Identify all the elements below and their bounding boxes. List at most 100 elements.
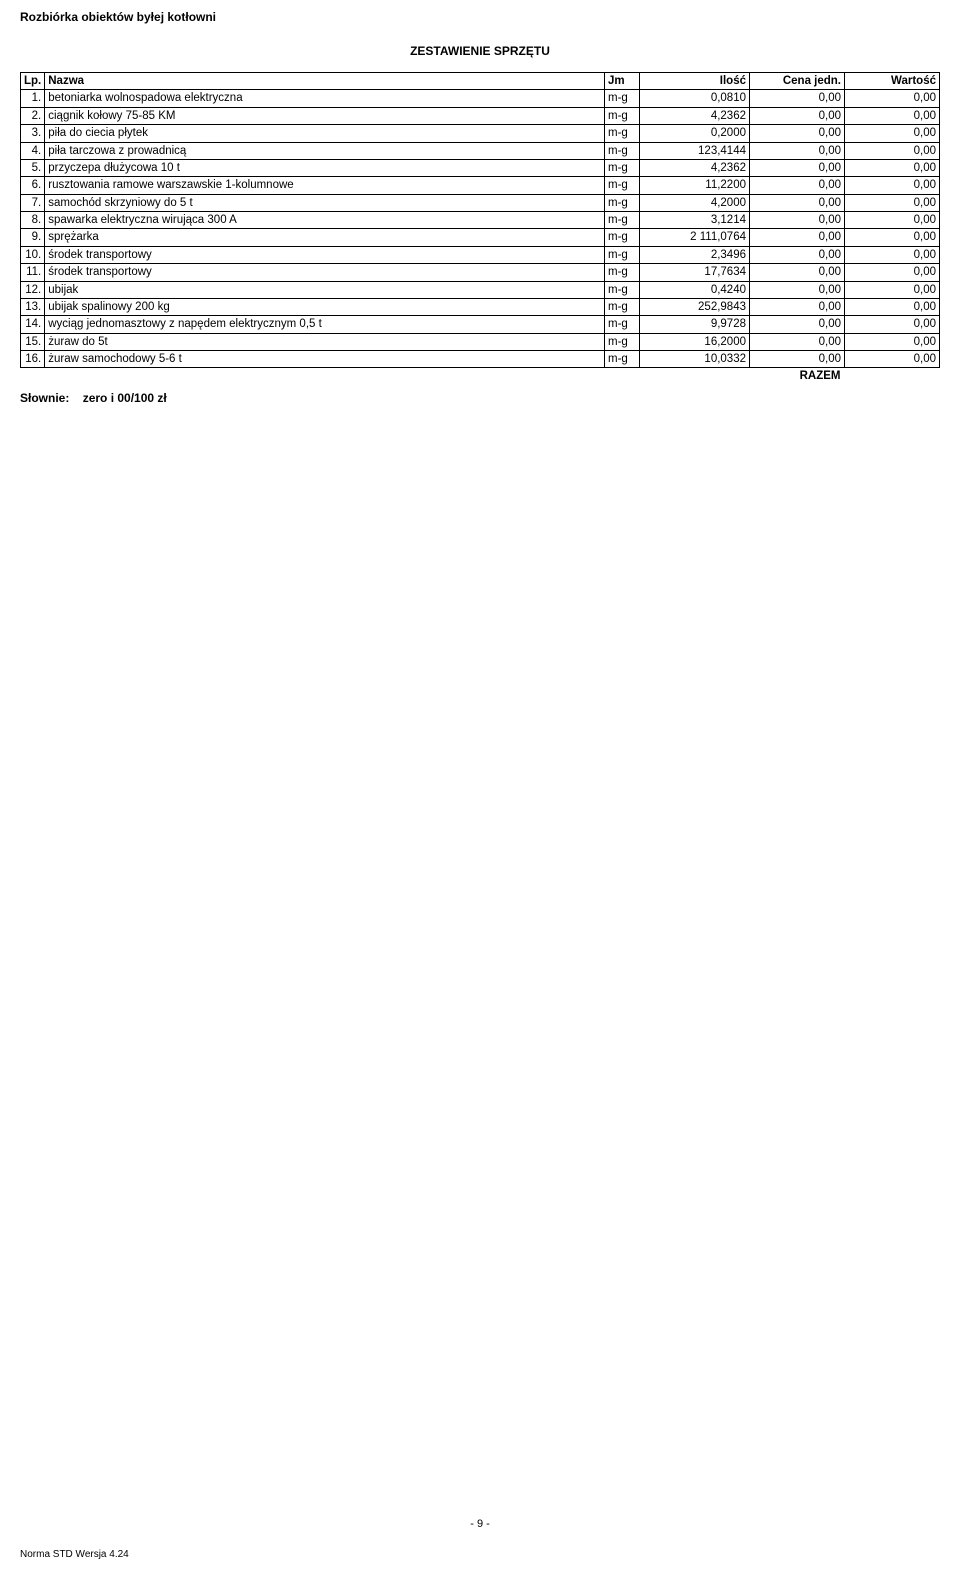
cell-unit: 0,00	[750, 298, 845, 315]
cell-lp: 13.	[21, 298, 45, 315]
cell-jm: m-g	[605, 125, 640, 142]
cell-qty: 252,9843	[640, 298, 750, 315]
table-row: 15.żuraw do 5tm-g16,20000,000,00	[21, 333, 940, 350]
cell-jm: m-g	[605, 194, 640, 211]
cell-jm: m-g	[605, 298, 640, 315]
cell-jm: m-g	[605, 333, 640, 350]
summary-line: Słownie: zero i 00/100 zł	[20, 391, 940, 405]
cell-unit: 0,00	[750, 246, 845, 263]
cell-qty: 11,2200	[640, 177, 750, 194]
table-row: 4.piła tarczowa z prowadnicąm-g123,41440…	[21, 142, 940, 159]
col-header-name: Nazwa	[45, 73, 605, 90]
razem-label: RAZEM	[750, 368, 845, 385]
cell-val: 0,00	[845, 298, 940, 315]
cell-qty: 0,2000	[640, 125, 750, 142]
cell-lp: 11.	[21, 264, 45, 281]
cell-lp: 5.	[21, 159, 45, 176]
document-title: ZESTAWIENIE SPRZĘTU	[20, 44, 940, 58]
cell-unit: 0,00	[750, 333, 845, 350]
table-row: 3.piła do ciecia płytekm-g0,20000,000,00	[21, 125, 940, 142]
cell-val: 0,00	[845, 264, 940, 281]
cell-jm: m-g	[605, 107, 640, 124]
col-header-jm: Jm	[605, 73, 640, 90]
cell-name: żuraw samochodowy 5-6 t	[45, 351, 605, 368]
table-row: 13.ubijak spalinowy 200 kgm-g252,98430,0…	[21, 298, 940, 315]
cell-qty: 16,2000	[640, 333, 750, 350]
cell-jm: m-g	[605, 159, 640, 176]
cell-name: sprężarka	[45, 229, 605, 246]
cell-lp: 3.	[21, 125, 45, 142]
cell-val: 0,00	[845, 316, 940, 333]
cell-name: rusztowania ramowe warszawskie 1-kolumno…	[45, 177, 605, 194]
col-header-lp: Lp.	[21, 73, 45, 90]
cell-unit: 0,00	[750, 107, 845, 124]
cell-val: 0,00	[845, 194, 940, 211]
cell-lp: 7.	[21, 194, 45, 211]
cell-val: 0,00	[845, 212, 940, 229]
cell-val: 0,00	[845, 229, 940, 246]
cell-name: żuraw do 5t	[45, 333, 605, 350]
col-header-unit: Cena jedn.	[750, 73, 845, 90]
cell-lp: 15.	[21, 333, 45, 350]
cell-lp: 1.	[21, 90, 45, 107]
cell-qty: 10,0332	[640, 351, 750, 368]
table-row: 5.przyczepa dłużycowa 10 tm-g4,23620,000…	[21, 159, 940, 176]
col-header-qty: Ilość	[640, 73, 750, 90]
cell-name: przyczepa dłużycowa 10 t	[45, 159, 605, 176]
razem-value	[845, 368, 940, 385]
cell-jm: m-g	[605, 90, 640, 107]
cell-qty: 2 111,0764	[640, 229, 750, 246]
cell-val: 0,00	[845, 159, 940, 176]
razem-row: RAZEM	[21, 368, 940, 385]
cell-name: piła do ciecia płytek	[45, 125, 605, 142]
cell-qty: 17,7634	[640, 264, 750, 281]
cell-unit: 0,00	[750, 142, 845, 159]
table-row: 12.ubijakm-g0,42400,000,00	[21, 281, 940, 298]
cell-name: ubijak	[45, 281, 605, 298]
table-row: 2.ciągnik kołowy 75-85 KMm-g4,23620,000,…	[21, 107, 940, 124]
cell-name: wyciąg jednomasztowy z napędem elektrycz…	[45, 316, 605, 333]
cell-lp: 9.	[21, 229, 45, 246]
cell-jm: m-g	[605, 264, 640, 281]
cell-name: betoniarka wolnospadowa elektryczna	[45, 90, 605, 107]
cell-val: 0,00	[845, 177, 940, 194]
table-row: 14.wyciąg jednomasztowy z napędem elektr…	[21, 316, 940, 333]
cell-name: środek transportowy	[45, 246, 605, 263]
cell-jm: m-g	[605, 351, 640, 368]
table-row: 16.żuraw samochodowy 5-6 tm-g10,03320,00…	[21, 351, 940, 368]
cell-lp: 2.	[21, 107, 45, 124]
document-header: Rozbiórka obiektów byłej kotłowni	[20, 10, 940, 24]
cell-unit: 0,00	[750, 177, 845, 194]
cell-qty: 4,2362	[640, 107, 750, 124]
cell-jm: m-g	[605, 316, 640, 333]
table-row: 1.betoniarka wolnospadowa elektrycznam-g…	[21, 90, 940, 107]
cell-jm: m-g	[605, 177, 640, 194]
razem-spacer	[21, 368, 750, 385]
cell-unit: 0,00	[750, 316, 845, 333]
table-row: 10.środek transportowym-g2,34960,000,00	[21, 246, 940, 263]
equipment-table: Lp. Nazwa Jm Ilość Cena jedn. Wartość 1.…	[20, 72, 940, 385]
cell-unit: 0,00	[750, 90, 845, 107]
cell-jm: m-g	[605, 229, 640, 246]
cell-qty: 4,2000	[640, 194, 750, 211]
cell-unit: 0,00	[750, 212, 845, 229]
cell-unit: 0,00	[750, 229, 845, 246]
cell-qty: 123,4144	[640, 142, 750, 159]
cell-val: 0,00	[845, 142, 940, 159]
table-header-row: Lp. Nazwa Jm Ilość Cena jedn. Wartość	[21, 73, 940, 90]
cell-lp: 14.	[21, 316, 45, 333]
summary-label: Słownie:	[20, 391, 69, 405]
table-row: 6.rusztowania ramowe warszawskie 1-kolum…	[21, 177, 940, 194]
cell-val: 0,00	[845, 246, 940, 263]
cell-qty: 9,9728	[640, 316, 750, 333]
cell-unit: 0,00	[750, 264, 845, 281]
cell-unit: 0,00	[750, 125, 845, 142]
cell-qty: 0,4240	[640, 281, 750, 298]
cell-qty: 2,3496	[640, 246, 750, 263]
table-row: 7.samochód skrzyniowy do 5 tm-g4,20000,0…	[21, 194, 940, 211]
col-header-val: Wartość	[845, 73, 940, 90]
cell-qty: 4,2362	[640, 159, 750, 176]
cell-jm: m-g	[605, 142, 640, 159]
cell-lp: 4.	[21, 142, 45, 159]
cell-name: piła tarczowa z prowadnicą	[45, 142, 605, 159]
